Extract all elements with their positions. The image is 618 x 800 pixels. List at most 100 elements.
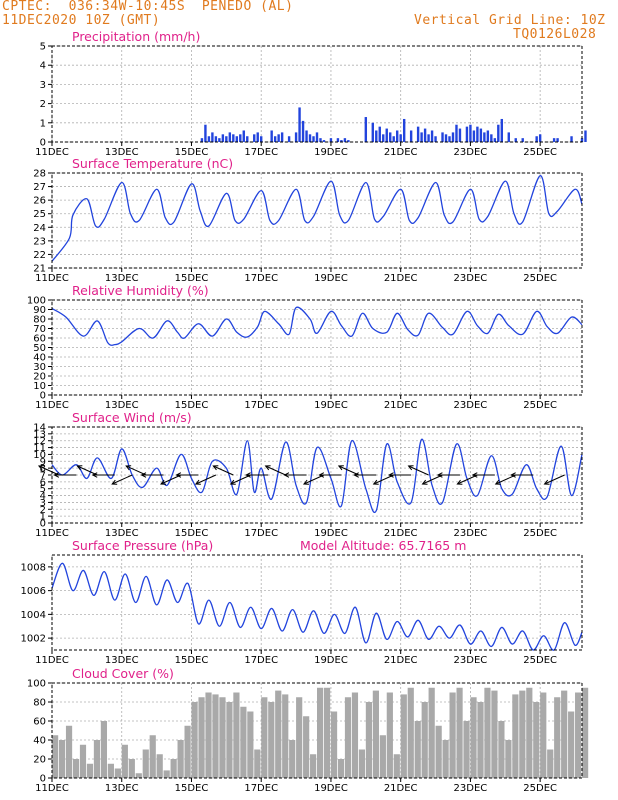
y-tick-label: 0: [40, 391, 46, 402]
wind-vector-head: [388, 472, 394, 478]
cloud-bar: [163, 770, 170, 778]
cloud-bar: [149, 735, 156, 778]
model-altitude-annotation: Model Altitude: 65.7165 m: [300, 538, 466, 553]
wind-vector-head: [91, 472, 98, 478]
plot-frame: [51, 299, 583, 396]
wind-vector-shaft: [230, 474, 251, 485]
precip-bar: [329, 138, 333, 142]
wind-vector-head: [76, 465, 83, 471]
precip-bar: [319, 138, 322, 142]
cloud-bar: [575, 692, 582, 778]
x-tick-label: 15DEC: [175, 400, 209, 411]
series-line: [51, 562, 583, 651]
wind-vector-head: [510, 472, 516, 478]
x-tick-label: 19DEC: [314, 528, 348, 539]
y-tick-label: 5: [40, 484, 46, 495]
precip-bar: [371, 122, 374, 142]
y-tick-label: 12: [33, 436, 46, 447]
x-tick-label: 13DEC: [105, 655, 139, 666]
cloud-bar: [484, 687, 491, 778]
y-tick-label: 27: [33, 182, 46, 193]
wind-vector-head: [140, 472, 147, 478]
x-tick-label: 19DEC: [314, 273, 348, 284]
x-tick-label: 11DEC: [35, 783, 69, 794]
cloud-bar: [72, 759, 80, 778]
y-tick-label: 11: [33, 443, 46, 454]
wind-vector-shaft: [213, 465, 234, 476]
cloud-bar: [393, 754, 400, 778]
x-tick-label: 17DEC: [244, 528, 278, 539]
cloud-bar: [561, 690, 568, 778]
precip-bar: [315, 132, 319, 142]
cloud-bar: [463, 721, 470, 778]
header-grid-note: Vertical Grid Line: 10Z: [414, 13, 606, 28]
y-tick-label: 9: [40, 457, 46, 468]
wind-vector: [543, 474, 565, 485]
cloud-bar: [121, 744, 128, 778]
panel-title: Surface Wind (m/s): [72, 410, 192, 425]
wind-vector: [194, 474, 217, 485]
precip-bar: [340, 140, 343, 142]
wind-vector-shaft: [77, 465, 98, 476]
x-tick-label: 21DEC: [384, 655, 418, 666]
cloud-bar: [128, 759, 135, 778]
header-coords: 036:34W-10:45S: [68, 0, 186, 14]
wind-vector-shaft: [338, 465, 360, 476]
y-tick-label: 1006: [21, 586, 46, 597]
wind-vector: [53, 472, 77, 478]
cloud-bar: [261, 697, 268, 778]
cloud-bar: [400, 694, 407, 778]
cloud-bar: [421, 702, 428, 778]
wind-vector-shaft: [111, 474, 133, 485]
wind-vector-shaft: [408, 465, 429, 476]
y-tick-label: 10: [33, 381, 46, 392]
wind-vector-shaft: [38, 465, 60, 476]
wind-vector-head: [125, 465, 132, 471]
precip-bar: [322, 140, 326, 142]
x-tick-label: 17DEC: [244, 655, 278, 666]
x-tick-label: 25DEC: [523, 147, 557, 158]
precip-bar: [409, 130, 413, 142]
precip-bar: [556, 138, 559, 142]
plot-background: [52, 46, 582, 142]
wind-vector: [372, 474, 394, 485]
wind-vector: [407, 465, 429, 476]
y-tick-label: 1008: [21, 562, 46, 573]
x-tick-label: 13DEC: [105, 273, 139, 284]
cloud-bar: [337, 759, 345, 778]
cloud-bar: [407, 687, 414, 778]
precip-bar: [232, 134, 235, 142]
wind-vector-head: [175, 472, 182, 478]
x-tick-label: 17DEC: [244, 400, 278, 411]
cloud-bar: [498, 721, 505, 778]
wind-vector: [302, 474, 325, 485]
wind-vector: [245, 472, 269, 478]
header-station: PENEDO (AL): [201, 0, 294, 14]
x-tick-label: 17DEC: [244, 783, 278, 794]
y-tick-label: 24: [33, 223, 46, 234]
x-tick-label: 25DEC: [523, 273, 557, 284]
y-tick-label: 20: [33, 372, 46, 383]
x-tick-label: 25DEC: [523, 400, 557, 411]
cloud-bar: [52, 735, 59, 778]
precip-bar: [294, 132, 298, 142]
precip-bar: [493, 138, 497, 142]
precip-bar: [287, 136, 291, 142]
y-tick-label: 5: [40, 42, 46, 53]
cloud-bar: [547, 749, 554, 778]
precip-bar: [280, 132, 284, 142]
precip-bar: [392, 136, 395, 142]
y-tick-label: 1004: [21, 610, 46, 621]
precip-bar: [200, 138, 204, 142]
wind-vector-head: [111, 479, 118, 485]
y-tick-label: 60: [33, 334, 46, 345]
plot-frame: [51, 45, 583, 143]
precip-bar: [204, 124, 207, 142]
precip-bar: [207, 136, 211, 142]
precip-bar: [225, 136, 228, 142]
x-tick-label: 23DEC: [454, 273, 488, 284]
precip-bar: [497, 124, 500, 142]
cloud-bar: [135, 773, 142, 778]
wind-vector: [125, 465, 147, 476]
y-tick-label: 3: [40, 80, 46, 91]
